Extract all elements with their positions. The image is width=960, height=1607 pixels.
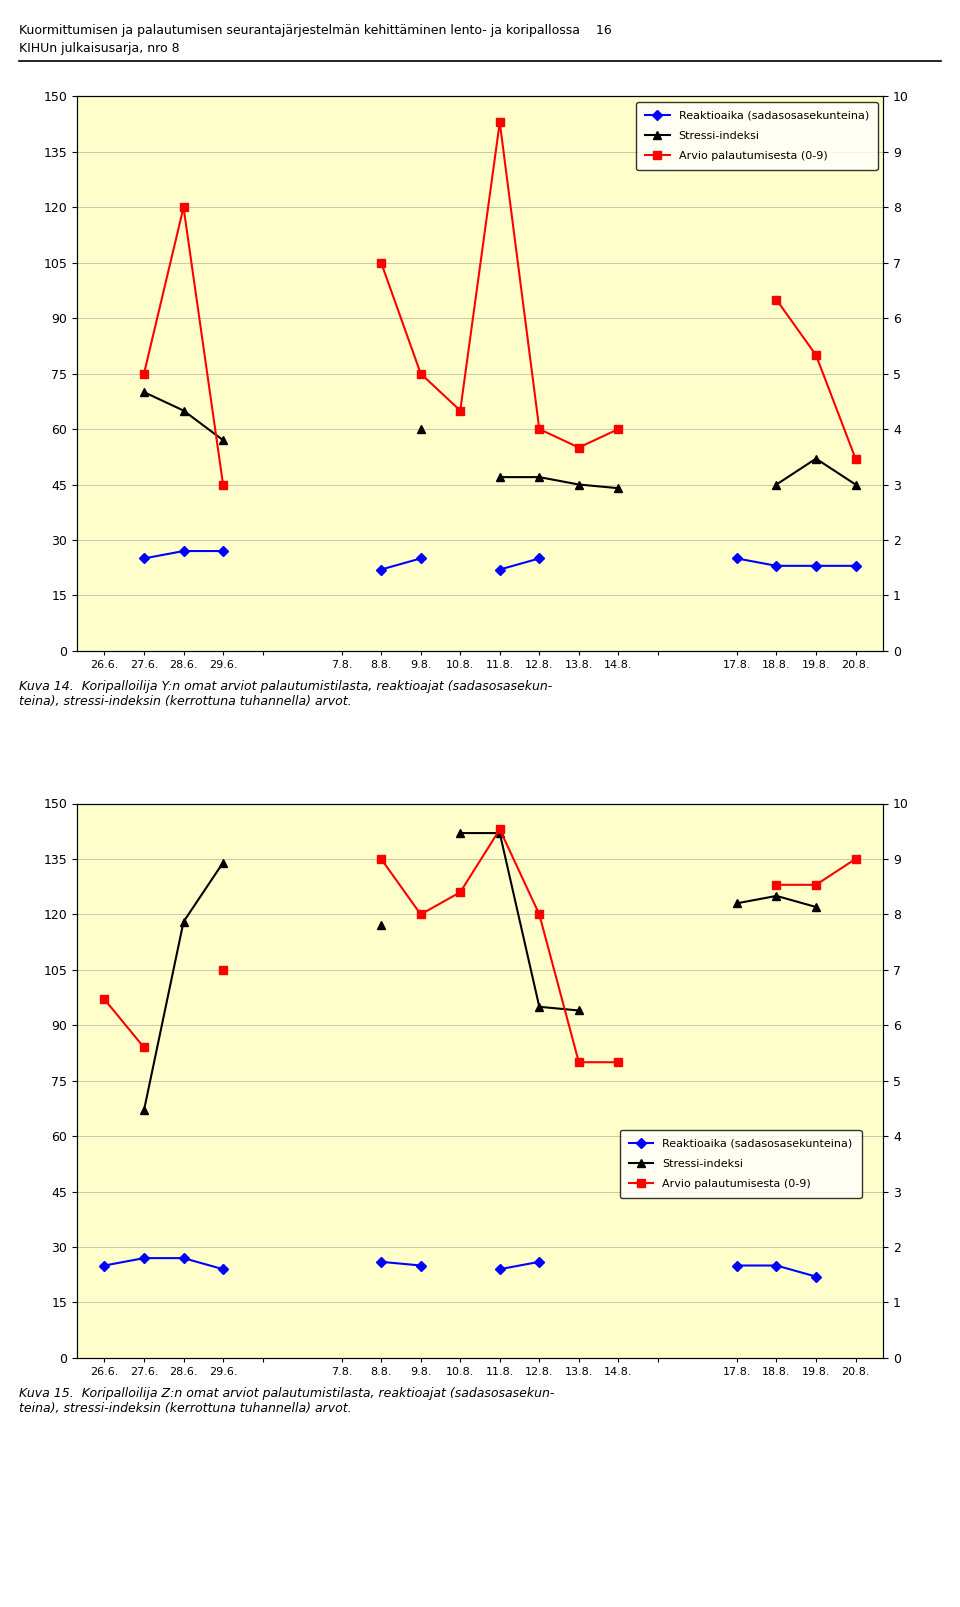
Text: Kuva 14.  Koripalloilija Y:n omat arviot palautumistilasta, reaktioajat (sadasos: Kuva 14. Koripalloilija Y:n omat arviot … bbox=[19, 680, 552, 707]
Text: Kuva 15.  Koripalloilija Z:n omat arviot palautumistilasta, reaktioajat (sadasos: Kuva 15. Koripalloilija Z:n omat arviot … bbox=[19, 1387, 555, 1414]
Text: Kuormittumisen ja palautumisen seurantajärjestelmän kehittäminen lento- ja korip: Kuormittumisen ja palautumisen seurantaj… bbox=[19, 24, 612, 37]
Legend: Reaktioaika (sadasosasekunteina), Stressi-indeksi, Arvio palautumisesta (0-9): Reaktioaika (sadasosasekunteina), Stress… bbox=[636, 101, 877, 170]
Text: KIHUn julkaisusarja, nro 8: KIHUn julkaisusarja, nro 8 bbox=[19, 42, 180, 55]
Legend: Reaktioaika (sadasosasekunteina), Stressi-indeksi, Arvio palautumisesta (0-9): Reaktioaika (sadasosasekunteina), Stress… bbox=[620, 1130, 861, 1197]
